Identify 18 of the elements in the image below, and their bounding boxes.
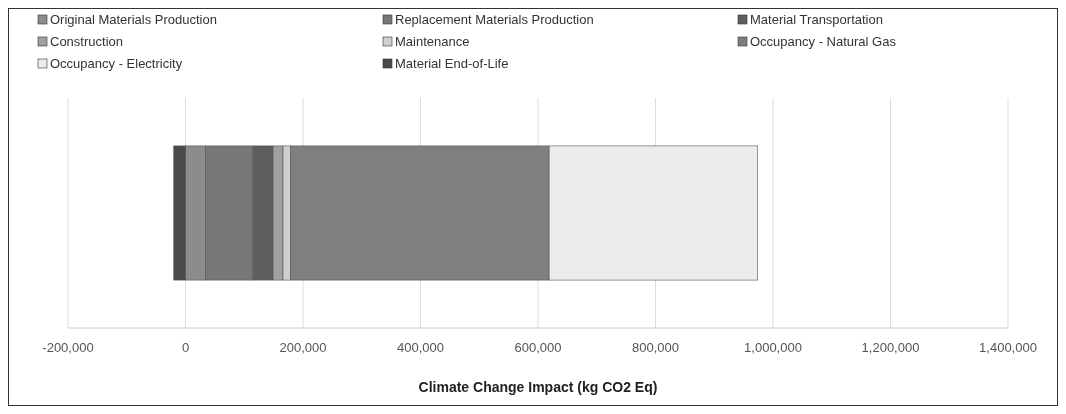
- x-tick-label: 1,000,000: [744, 340, 802, 355]
- legend-label: Maintenance: [395, 34, 470, 49]
- legend-label: Material Transportation: [750, 12, 883, 27]
- x-tick-label: -200,000: [42, 340, 94, 355]
- x-tick-label: 600,000: [514, 340, 562, 355]
- legend-label: Occupancy - Electricity: [50, 56, 183, 71]
- legend-label: Occupancy - Natural Gas: [750, 34, 897, 49]
- x-tick-label: 800,000: [632, 340, 679, 355]
- x-tick-label: 400,000: [397, 340, 444, 355]
- legend-label: Material End-of-Life: [395, 56, 509, 71]
- x-axis-title: Climate Change Impact (kg CO2 Eq): [418, 379, 658, 395]
- x-tick-label: 1,400,000: [979, 340, 1037, 355]
- x-tick-label: 0: [181, 340, 190, 355]
- x-tick-label: 200,000: [279, 340, 327, 355]
- legend-label: Replacement Materials Production: [395, 12, 594, 27]
- legend-label: Original Materials Production: [50, 12, 217, 27]
- x-tick-label: 1,200,000: [861, 340, 920, 355]
- legend-label: Construction: [50, 34, 123, 49]
